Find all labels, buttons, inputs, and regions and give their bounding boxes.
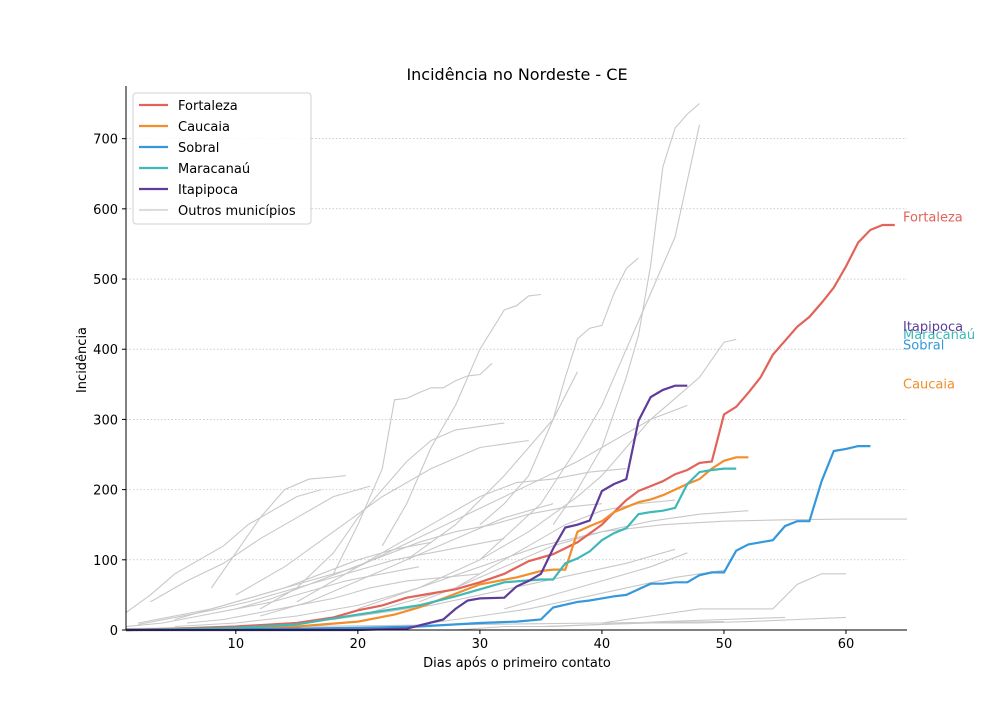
y-tick-label: 700 xyxy=(93,133,118,148)
series-line-maracanaú xyxy=(125,467,737,632)
y-axis-label: Incidência xyxy=(75,327,90,393)
other-municipality-line xyxy=(357,510,749,617)
chart-title: Incidência no Nordeste - CE xyxy=(406,65,627,84)
other-municipality-line xyxy=(138,538,505,625)
legend-entry: Maracanaú xyxy=(178,162,250,177)
y-tick-label: 0 xyxy=(110,624,118,639)
other-municipality-line xyxy=(259,422,505,610)
legend-entry: Fortaleza xyxy=(178,99,238,114)
x-axis-label: Dias após o primeiro contato xyxy=(423,656,611,671)
legend-box xyxy=(132,92,312,225)
other-municipality-line xyxy=(381,293,541,547)
other-municipality-line xyxy=(479,257,639,526)
series-line-sobral xyxy=(125,445,871,632)
other-municipality-line xyxy=(552,103,700,526)
y-tick-label: 500 xyxy=(93,273,118,288)
y-tick-label: 300 xyxy=(93,413,118,428)
other-municipality-line xyxy=(260,503,554,617)
other-municipality-line xyxy=(431,569,725,624)
other-municipality-line xyxy=(479,338,737,561)
y-tick-label: 400 xyxy=(93,343,118,358)
x-tick-label: 30 xyxy=(472,637,489,652)
other-municipality-line xyxy=(186,573,480,624)
other-municipality-line xyxy=(235,439,529,596)
y-tick-label: 200 xyxy=(93,484,118,499)
x-tick-label: 10 xyxy=(228,637,245,652)
y-tick-label: 600 xyxy=(93,203,118,218)
legend-entry: Outros municípios xyxy=(178,204,296,219)
x-tick-label: 50 xyxy=(716,637,733,652)
legend-entry: Sobral xyxy=(178,141,219,156)
x-tick-label: 40 xyxy=(594,637,611,652)
other-municipality-line xyxy=(150,485,371,603)
legend-entry: Caucaia xyxy=(178,120,230,135)
other-municipality-line xyxy=(125,489,322,613)
main-series-lines xyxy=(125,223,895,632)
end-label-caucaia: Caucaia xyxy=(903,377,955,392)
other-municipality-line xyxy=(333,362,493,575)
end-label-maracanaú: Maracanaú xyxy=(903,328,975,343)
legend-entry: Itapipoca xyxy=(178,183,238,198)
other-municipalities-lines xyxy=(125,103,907,631)
legend: Fortaleza Caucaia Sobral Maracanaú Itapipoca… xyxy=(132,92,312,225)
other-municipality-line xyxy=(174,518,907,628)
other-municipality-line xyxy=(504,552,688,610)
series-line-itapipoca xyxy=(126,384,688,632)
series-line-fortaleza xyxy=(125,223,895,632)
other-municipality-line xyxy=(455,616,847,631)
other-municipality-line xyxy=(357,124,701,610)
other-municipality-line xyxy=(540,616,786,628)
other-municipality-line xyxy=(601,573,846,624)
x-tick-label: 20 xyxy=(350,637,367,652)
other-municipality-line xyxy=(296,468,627,603)
x-tick-label: 60 xyxy=(838,637,855,652)
y-tick-label: 100 xyxy=(93,554,118,569)
other-municipality-line xyxy=(333,548,676,621)
end-label-itapipoca: Itapipoca xyxy=(903,320,963,335)
end-label-fortaleza: Fortaleza xyxy=(903,210,963,225)
end-label-sobral: Sobral xyxy=(903,339,944,354)
other-municipality-line xyxy=(210,475,346,589)
other-municipality-line xyxy=(235,503,602,610)
other-municipality-line xyxy=(174,541,432,621)
series-line-caucaia xyxy=(125,456,749,632)
